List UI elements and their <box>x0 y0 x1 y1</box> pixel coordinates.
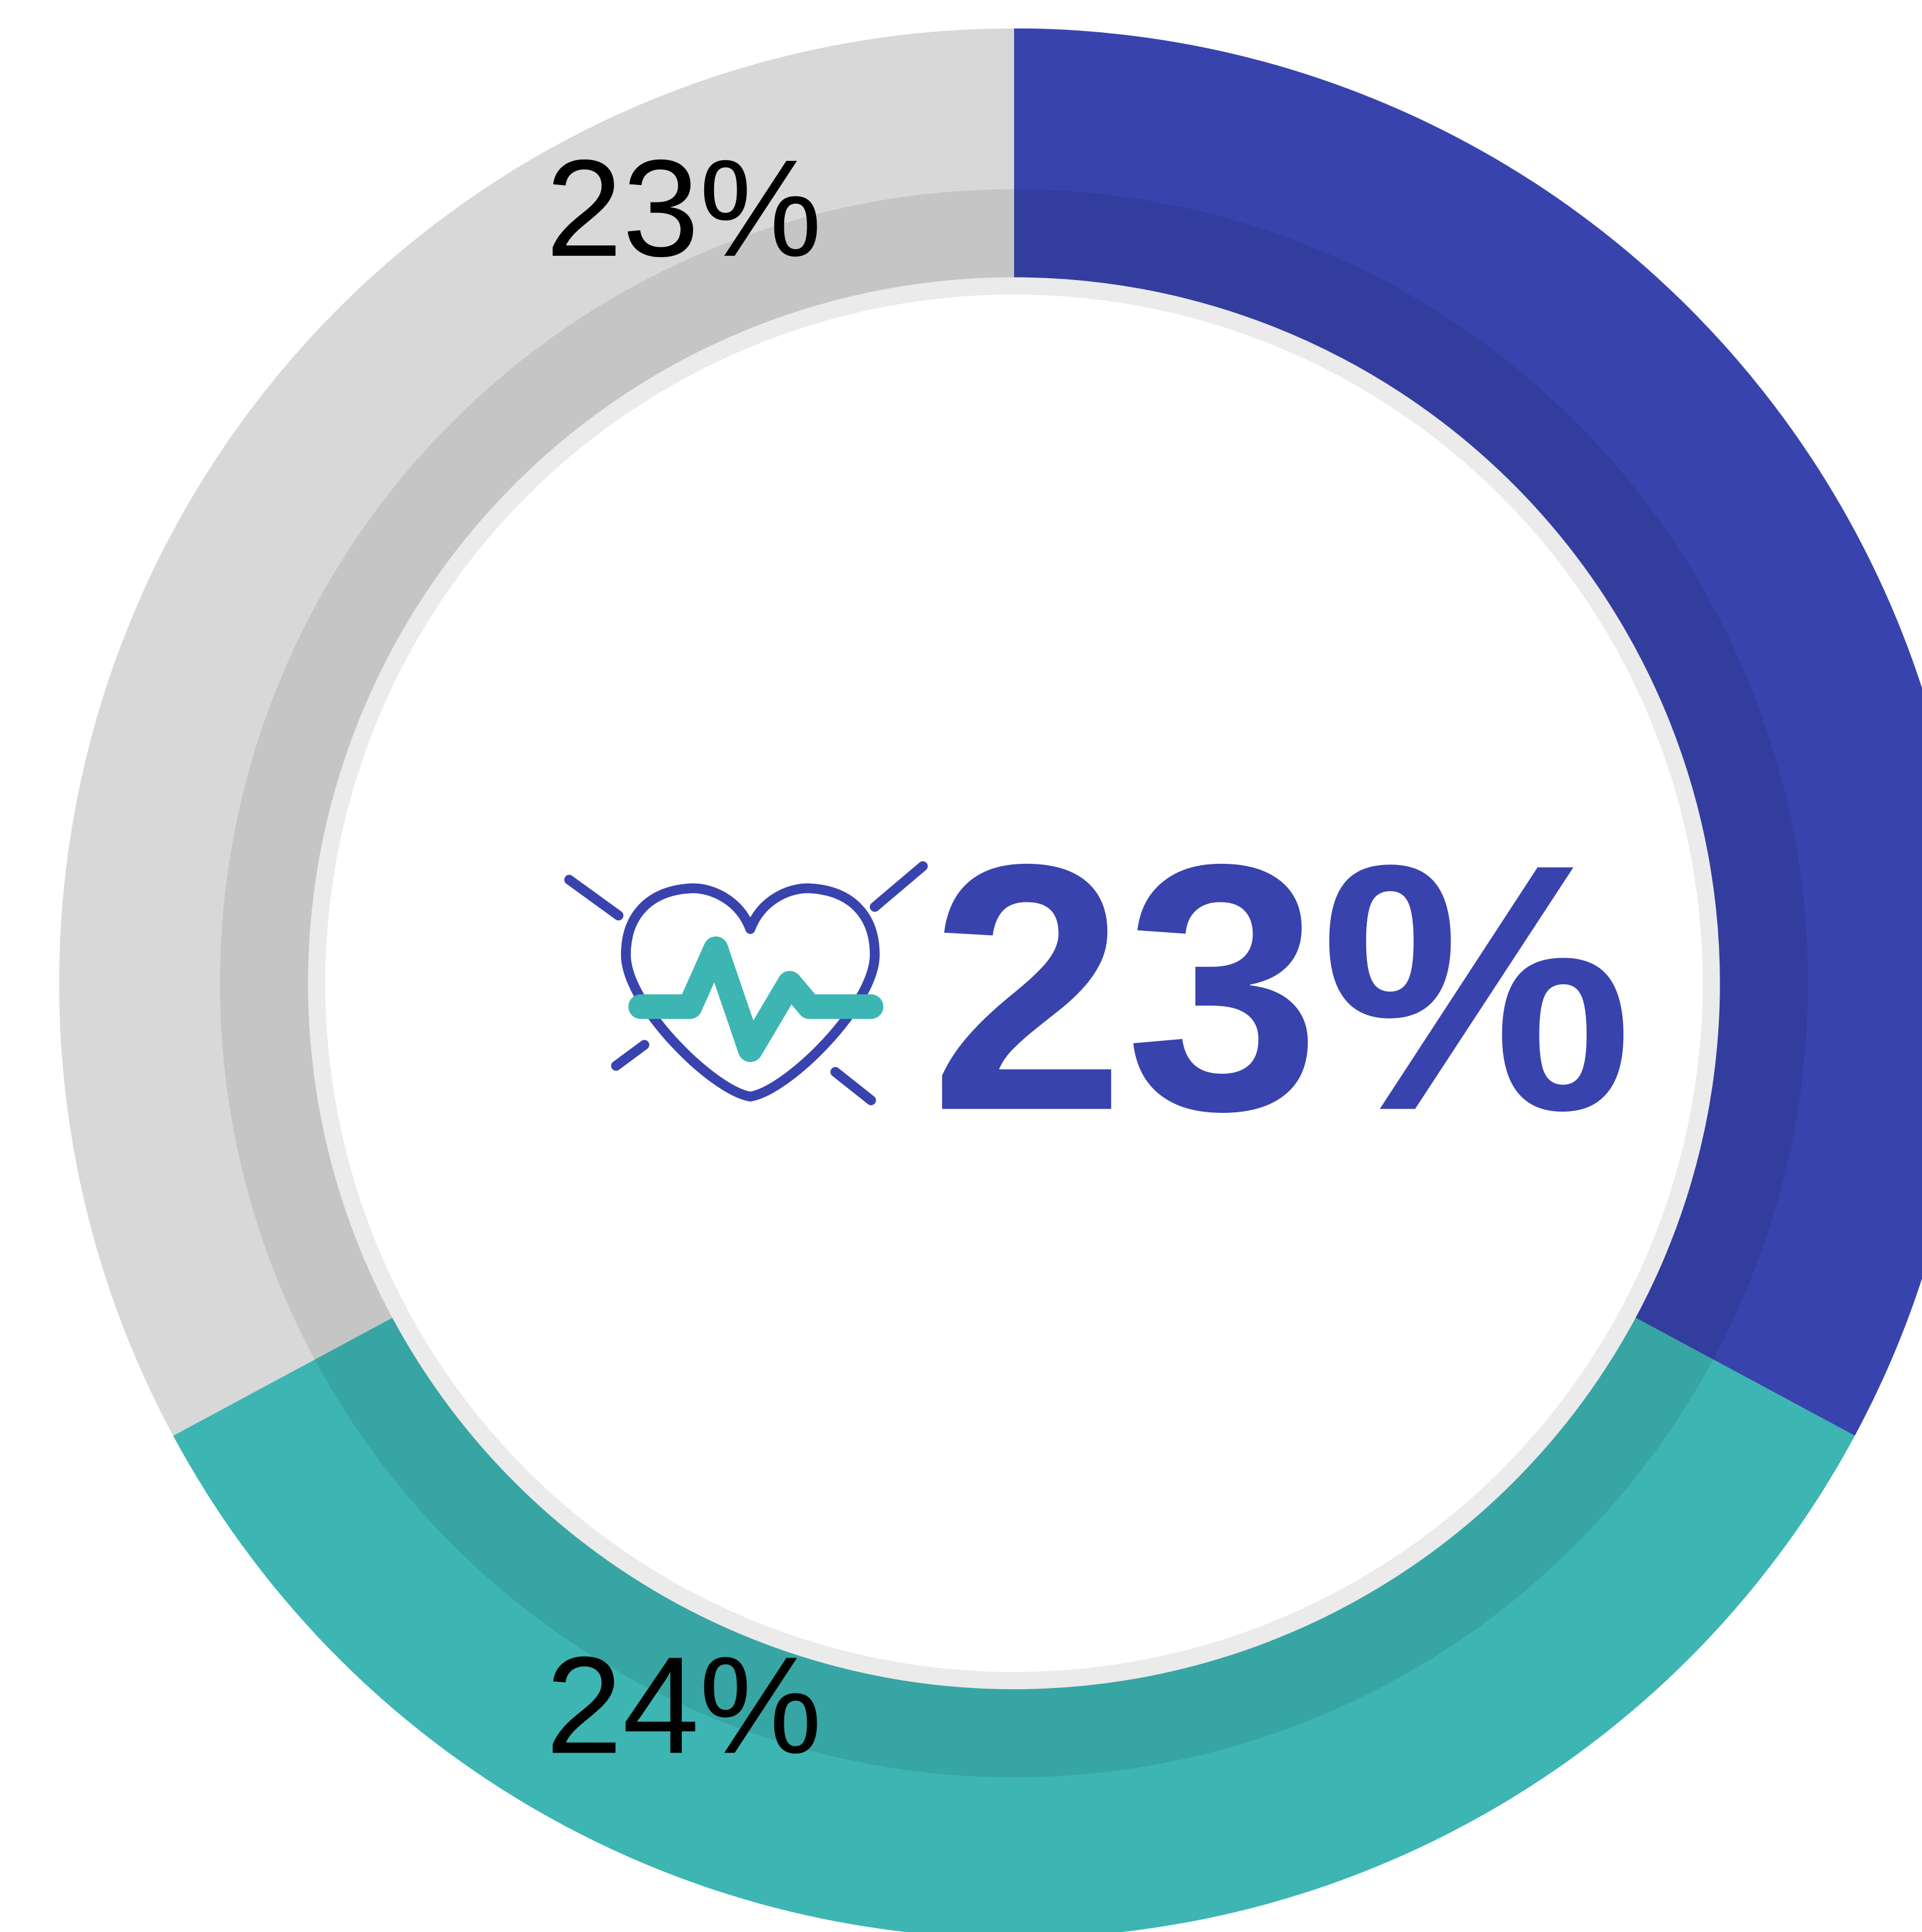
slice <box>1013 28 1922 1436</box>
center-value-label: 23% <box>930 791 1633 1184</box>
slices <box>59 28 1922 1932</box>
inner-shadow-ring <box>220 189 1808 1777</box>
slice-label: 23% <box>546 132 822 286</box>
heart-icon <box>564 861 928 1105</box>
center-disc <box>307 277 1720 1690</box>
slice <box>173 1317 1855 1932</box>
slice <box>59 28 1014 1436</box>
slice-label: 24% <box>546 1628 822 1782</box>
